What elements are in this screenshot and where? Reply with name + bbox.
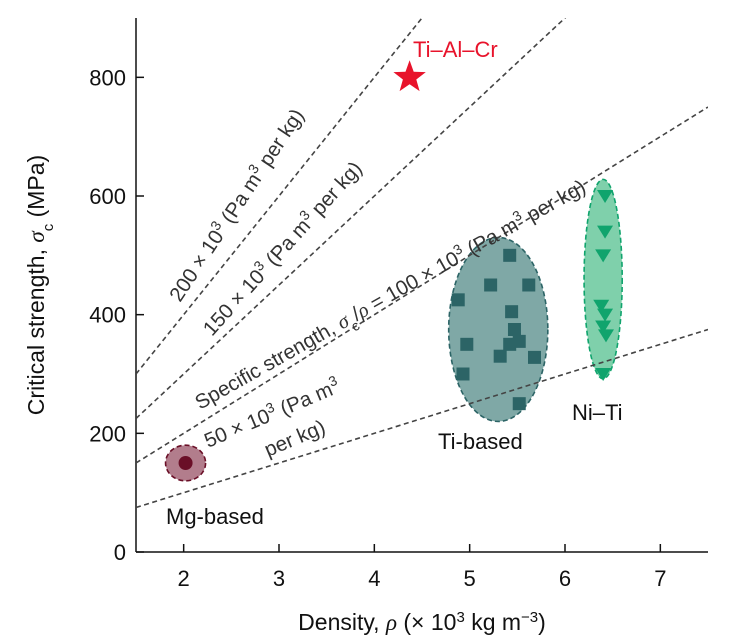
y-tick-label: 200 xyxy=(89,421,126,446)
y-tick-label: 0 xyxy=(114,540,126,565)
point-ni-ti xyxy=(593,299,610,313)
point-ti-al-cr-star xyxy=(393,60,426,92)
x-tick-label: 2 xyxy=(178,566,190,591)
x-tick-label: 7 xyxy=(654,566,666,591)
x-axis-label: Density, ρ (× 103 kg m−3) xyxy=(298,609,546,636)
point-ni-ti xyxy=(597,329,614,343)
guide-line-100 xyxy=(136,106,708,464)
point-ti-based xyxy=(456,367,470,381)
point-ti-based xyxy=(493,349,507,363)
point-ni-ti xyxy=(595,249,612,263)
guide-line-150 xyxy=(136,18,567,420)
x-tick-label: 5 xyxy=(464,566,476,591)
guide-line-50 xyxy=(136,328,708,509)
guide-label-200: 200 × 103 (Pa m3 per kg) xyxy=(162,103,308,306)
data-points xyxy=(178,60,614,470)
point-ti-based xyxy=(505,305,519,319)
label-ti-al-cr: Ti–Al–Cr xyxy=(413,37,498,62)
specific-strength-lines xyxy=(136,18,708,509)
label-ti-based: Ti-based xyxy=(438,429,523,454)
label-ni-ti: Ni–Ti xyxy=(572,400,623,425)
y-tick-label: 800 xyxy=(89,65,126,90)
point-ni-ti xyxy=(595,320,612,334)
y-axis-label: Critical strength, σc (MPa) xyxy=(23,155,57,415)
point-ni-ti xyxy=(597,308,614,322)
cluster-ellipse-triangle-down xyxy=(583,178,624,380)
x-axis-ticks: 2 3 4 5 6 7 xyxy=(178,544,666,591)
point-ti-based xyxy=(522,278,536,292)
point-ni-ti xyxy=(595,368,612,381)
label-mg-based: Mg-based xyxy=(166,504,264,529)
point-ni-ti xyxy=(597,225,614,239)
point-ti-based xyxy=(512,397,526,411)
point-ti-based xyxy=(451,293,465,307)
y-tick-label: 600 xyxy=(89,184,126,209)
point-ti-based xyxy=(512,334,526,348)
x-tick-label: 4 xyxy=(368,566,380,591)
y-tick-label: 400 xyxy=(89,303,126,328)
point-ti-based xyxy=(484,278,498,292)
point-mg-based xyxy=(178,456,193,470)
point-ti-based xyxy=(507,323,521,336)
point-ti-based xyxy=(460,337,474,351)
y-axis-ticks: 0 200 400 600 800 xyxy=(89,65,144,565)
point-ti-based xyxy=(503,248,517,262)
x-tick-label: 3 xyxy=(273,566,285,591)
point-ni-ti xyxy=(597,190,614,203)
point-ti-based xyxy=(527,350,541,364)
cluster-ellipse-square xyxy=(447,236,549,423)
x-tick-label: 6 xyxy=(559,566,571,591)
